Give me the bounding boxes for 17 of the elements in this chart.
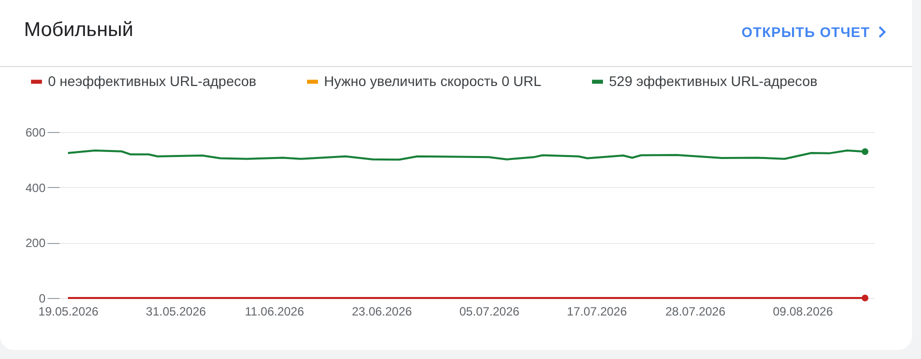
x-tick-label: 11.06.2026 — [244, 304, 304, 318]
y-tick-label: 400 — [25, 180, 46, 195]
legend-label: 529 эффективных URL-адресов — [609, 72, 818, 89]
chart-title: Мобильный — [24, 19, 134, 42]
x-tick-label: 19.05.2026 — [38, 304, 99, 318]
text: ОТКРЫТЬ ОТЧЕТ — [741, 24, 870, 40]
y-tick-label: 600 — [25, 126, 46, 140]
x-tick-label: 31.05.2026 — [146, 304, 206, 318]
y-tick-label: 200 — [25, 236, 46, 250]
x-tick-label: 28.07.2026 — [665, 304, 726, 318]
y-tick-label: 0 — [38, 292, 46, 306]
legend-label: Нужно увеличить скорость 0 URL — [324, 72, 542, 89]
legend-label: 0 неэффективных URL-адресов — [48, 72, 256, 89]
x-tick-label: 05.07.2026 — [459, 304, 520, 318]
x-tick-label: 17.07.2026 — [566, 304, 628, 318]
x-tick-label: 23.06.2026 — [352, 304, 412, 318]
x-tick-label: 09.08.2026 — [772, 304, 834, 318]
